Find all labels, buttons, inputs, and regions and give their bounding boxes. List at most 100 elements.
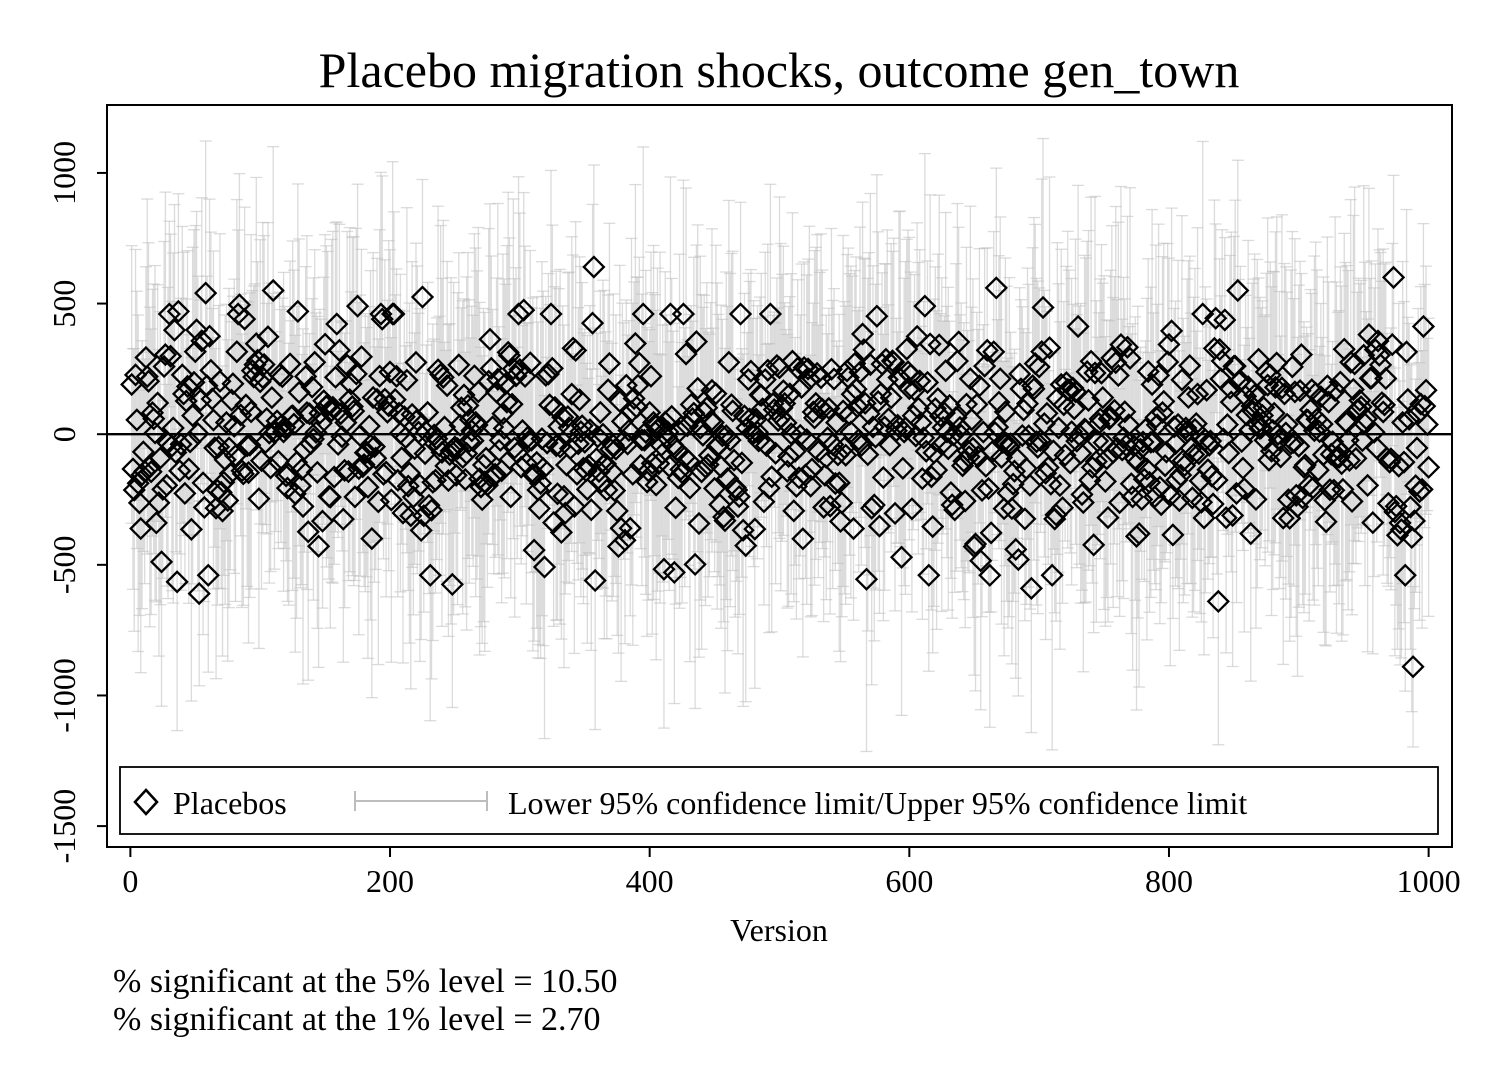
placebo-point bbox=[528, 471, 553, 495]
placebo-point bbox=[949, 423, 973, 447]
placebo-point bbox=[309, 411, 333, 435]
placebo-point bbox=[1381, 265, 1406, 290]
placebo-point bbox=[1288, 379, 1312, 403]
placebo-point bbox=[1275, 412, 1299, 436]
placebo-point bbox=[303, 350, 327, 374]
ci-range bbox=[1207, 369, 1220, 639]
placebo-point bbox=[296, 520, 320, 544]
placebo-point bbox=[1026, 435, 1050, 459]
placebo-point bbox=[1322, 478, 1346, 502]
placebo-point bbox=[865, 304, 889, 328]
placebo-point bbox=[1207, 337, 1232, 362]
placebo-point bbox=[1231, 456, 1255, 480]
placebo-point bbox=[1015, 392, 1040, 416]
placebo-point bbox=[316, 393, 340, 417]
placebo-point bbox=[638, 400, 662, 425]
placebo-point bbox=[1400, 525, 1424, 550]
ci-range bbox=[600, 340, 613, 640]
placebo-point bbox=[873, 415, 897, 439]
placebo-point bbox=[122, 478, 146, 502]
placebo-point bbox=[972, 354, 997, 378]
placebo-point bbox=[1367, 343, 1391, 367]
placebo-point bbox=[1027, 355, 1051, 379]
placebo-point bbox=[1224, 481, 1249, 506]
placebo-point bbox=[1409, 392, 1433, 416]
placebo-point bbox=[1096, 505, 1120, 530]
placebo-point bbox=[143, 421, 167, 445]
placebo-point bbox=[602, 478, 627, 503]
placebo-point bbox=[175, 374, 200, 399]
placebo-point bbox=[1192, 506, 1216, 530]
placebo-point bbox=[1385, 523, 1410, 547]
placebo-point bbox=[364, 446, 388, 470]
placebo-point bbox=[323, 365, 348, 389]
placebo-point bbox=[719, 393, 744, 417]
placebo-point bbox=[1252, 395, 1276, 420]
placebo-point bbox=[775, 459, 799, 483]
ci-range bbox=[300, 235, 313, 591]
placebo-point bbox=[438, 442, 462, 467]
placebo-point bbox=[1082, 533, 1106, 557]
placebo-point bbox=[567, 388, 592, 412]
placebo-point bbox=[1380, 332, 1404, 357]
placebo-point bbox=[165, 570, 189, 594]
placebo-point bbox=[374, 460, 398, 484]
placebo-point bbox=[712, 505, 736, 529]
placebo-point bbox=[344, 362, 368, 386]
placebo-point bbox=[1165, 468, 1189, 492]
placebo-point bbox=[171, 382, 196, 406]
placebo-point bbox=[619, 400, 644, 424]
ci-range bbox=[391, 362, 404, 598]
placebo-point bbox=[409, 518, 433, 543]
placebo-point bbox=[701, 410, 725, 435]
placebo-point bbox=[182, 370, 206, 394]
placebo-point bbox=[179, 517, 204, 541]
placebo-point bbox=[1205, 468, 1229, 492]
placebo-point bbox=[834, 443, 858, 467]
placebo-point bbox=[506, 302, 531, 326]
placebo-point bbox=[1404, 474, 1428, 498]
placebo-point bbox=[671, 302, 696, 326]
placebo-point bbox=[674, 342, 698, 366]
placebo-point bbox=[1185, 382, 1210, 406]
placebo-point bbox=[817, 396, 841, 421]
placebo-point bbox=[391, 501, 415, 525]
placebo-point bbox=[1184, 411, 1208, 436]
placebo-point bbox=[1344, 446, 1368, 471]
placebo-point bbox=[752, 490, 776, 514]
placebo-point bbox=[1343, 352, 1367, 376]
placebo-point bbox=[190, 329, 214, 353]
ci-range bbox=[903, 236, 916, 541]
placebo-point bbox=[823, 471, 847, 496]
ci-range bbox=[629, 183, 642, 504]
placebo-point bbox=[465, 413, 489, 437]
placebo-point bbox=[828, 509, 853, 534]
placebo-point bbox=[383, 387, 407, 412]
placebo-point bbox=[249, 449, 274, 473]
placebo-point bbox=[783, 439, 807, 463]
placebo-point bbox=[504, 364, 528, 388]
placebo-point bbox=[617, 418, 641, 443]
placebo-point bbox=[606, 534, 631, 559]
placebo-point bbox=[201, 408, 226, 432]
placebo-point bbox=[1204, 306, 1228, 330]
placebo-point bbox=[1220, 503, 1245, 528]
placebo-point bbox=[978, 563, 1002, 587]
placebo-point bbox=[1210, 349, 1234, 373]
placebo-point bbox=[557, 416, 581, 440]
placebo-point bbox=[623, 331, 648, 356]
placebo-point bbox=[221, 372, 245, 396]
placebo-point bbox=[403, 437, 427, 461]
placebo-point bbox=[915, 370, 940, 395]
placebo-point bbox=[370, 307, 394, 331]
placebo-point bbox=[862, 493, 886, 517]
placebo-point bbox=[953, 489, 977, 513]
placebo-point bbox=[417, 493, 441, 517]
placebo-point bbox=[848, 360, 872, 384]
placebo-point bbox=[200, 387, 224, 411]
placebo-point bbox=[1213, 308, 1237, 332]
placebo-point bbox=[1289, 343, 1314, 367]
placebo-point bbox=[1093, 469, 1117, 494]
placebo-point bbox=[1232, 477, 1256, 501]
placebo-point bbox=[987, 390, 1011, 414]
